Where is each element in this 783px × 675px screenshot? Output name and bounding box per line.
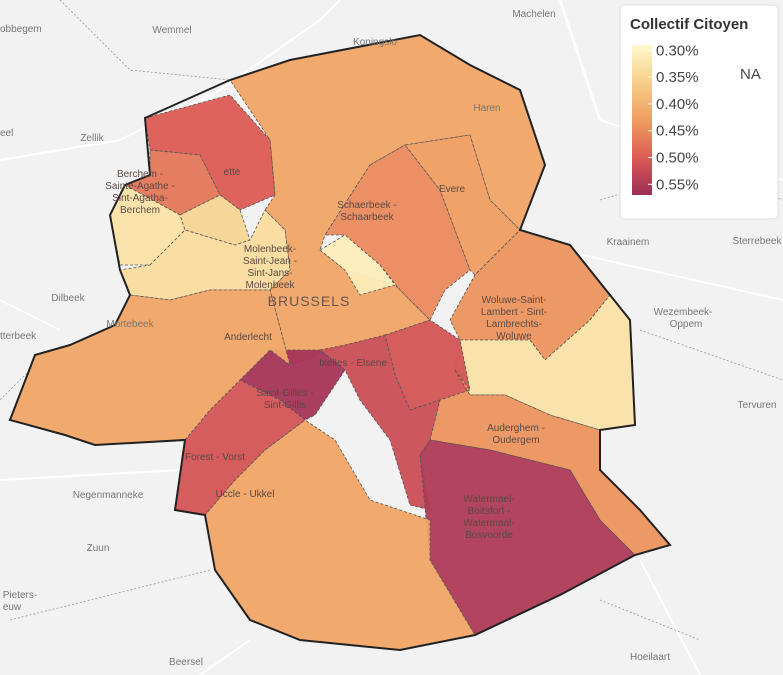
region-label: BRUSSELS	[268, 293, 351, 309]
region	[124, 149, 221, 216]
region-label: Schaerbeek -	[337, 200, 396, 211]
legend-title: Collectif Citoyen	[630, 16, 748, 33]
legend: Collectif Citoyen NA 0.30% 0.35% 0.40% 0.45…	[619, 4, 779, 220]
region-label: Sainte-Agathe -	[105, 181, 175, 192]
region-outline	[8, 33, 672, 652]
place-label: Beersel	[169, 657, 203, 668]
region-label: Schaarbeek	[340, 212, 394, 223]
region-label: Lambrechts-	[486, 319, 542, 330]
region-label: Lambert - Sint-	[481, 307, 547, 318]
place-label: Hoeilaart	[630, 652, 670, 663]
place-label: eel	[0, 128, 13, 139]
legend-tick-label: 0.40%	[656, 96, 699, 113]
region-label: Berchem -	[117, 169, 163, 180]
place-label: Zellik	[80, 133, 104, 144]
place-label: Dilbeek	[51, 293, 85, 304]
place-label: Wemmel	[152, 25, 191, 36]
region	[419, 439, 636, 636]
region-label: Sint-Gillis	[264, 400, 306, 411]
legend-tick-label: 0.30%	[656, 42, 699, 59]
region-label: Molenbeek-	[244, 244, 296, 255]
place-label: Oppem	[670, 319, 703, 330]
place-label: Sterrebeek	[733, 236, 783, 247]
region-label: Anderlecht	[224, 332, 272, 343]
legend-box	[619, 4, 779, 220]
place-label: Machelen	[512, 9, 555, 20]
region-label: Woluwe	[496, 331, 532, 342]
region-label: Woluwe-Saint-	[482, 295, 547, 306]
legend-tick-label: 0.45%	[656, 123, 699, 140]
legend-na: NA	[740, 66, 761, 83]
place-label: Negenmanneke	[73, 490, 144, 501]
region-label: Sint-Agatha-	[112, 193, 168, 204]
place-label: Koningslo	[353, 37, 397, 48]
region	[404, 134, 521, 276]
region	[324, 144, 471, 321]
place-label: Pieters-	[3, 590, 37, 601]
region-label: Ixelles - Elsene	[319, 358, 387, 369]
region-label: Bosvoorde	[465, 530, 513, 541]
region-label: Saint-Gilles -	[256, 388, 313, 399]
region-label: Molenbeek	[246, 280, 296, 291]
region	[9, 289, 291, 446]
legend-tick-label: 0.35%	[656, 69, 699, 86]
place-label: Wezembeek-	[654, 307, 713, 318]
region-label: Sint-Jans-	[247, 268, 292, 279]
place-label: Zuun	[87, 543, 110, 554]
region-label: Watermael-	[463, 494, 514, 505]
place-label: tterbeek	[0, 331, 37, 342]
regions	[9, 34, 671, 651]
region-label: Berchem	[120, 205, 160, 216]
region-label: ette	[224, 167, 241, 178]
place-label: Mortebeek	[106, 319, 154, 330]
region-label: Auderghem -	[487, 423, 545, 434]
region-label: Evere	[439, 184, 466, 195]
place-label: Haren	[473, 103, 500, 114]
legend-tick-label: 0.55%	[656, 176, 699, 193]
region	[319, 234, 396, 296]
legend-bar	[632, 45, 652, 195]
region-label: Boitsfort -	[468, 506, 511, 517]
place-label: euw	[3, 602, 22, 613]
place-label: obbegem	[0, 24, 42, 35]
region-label: Uccle - Ukkel	[216, 489, 275, 500]
region-label: Oudergem	[492, 435, 539, 446]
region-label: Saint-Jean -	[243, 256, 297, 267]
place-label: Kraainem	[607, 237, 650, 248]
region-label: Watermaal-	[463, 518, 514, 529]
region-label: Forest - Vorst	[185, 452, 245, 463]
region	[119, 209, 291, 301]
place-label: Tervuren	[738, 400, 777, 411]
legend-tick-label: 0.50%	[656, 150, 699, 167]
